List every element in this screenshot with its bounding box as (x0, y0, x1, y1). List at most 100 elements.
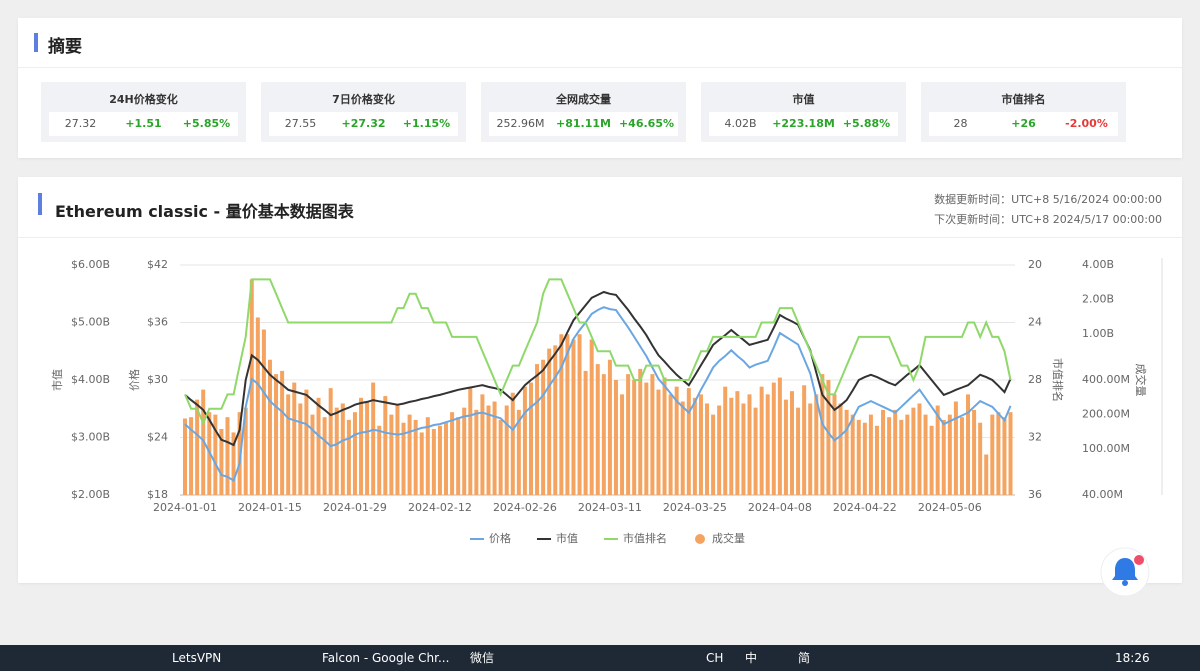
line-1 (184, 290, 1012, 447)
volume-bar (595, 364, 600, 495)
volume-bar (322, 417, 327, 495)
summary-label: 24H价格变化 (109, 93, 178, 106)
summary-values: 252.96M +81.11M +46.65% (489, 112, 678, 136)
volume-bar (371, 382, 376, 495)
summary-box: 7日价格变化 27.55 +27.32 +1.15% (261, 82, 466, 142)
volume-bar (456, 417, 461, 495)
volume-bar (1002, 417, 1007, 495)
summary-value: +27.32 (341, 117, 386, 130)
volume-bar (808, 403, 813, 495)
y-tick-label: $42 (147, 258, 168, 271)
taskbar: LetsVPN Falcon - Google Chr... 微信 CH 中 简 18:26 (0, 645, 1200, 671)
volume-bar (765, 394, 770, 495)
volume-bar (729, 397, 734, 495)
taskbar-app[interactable]: LetsVPN (172, 651, 222, 665)
summary-box: 24H价格变化 27.32 +1.51 +5.85% (41, 82, 246, 142)
x-tick-label: 2024-04-22 (833, 501, 897, 514)
line-0 (184, 306, 1012, 483)
volume-bar (352, 412, 357, 495)
summary-label: 7日价格变化 (332, 93, 395, 106)
volume-bar (450, 412, 455, 495)
summary-title: 摘要 (48, 37, 82, 57)
axis-title: 成交量 (1134, 364, 1148, 397)
volume-bar (844, 409, 849, 495)
volume-bar (541, 359, 546, 495)
summary-value: -2.00% (1065, 117, 1108, 130)
volume-bar (328, 388, 333, 495)
volume-bar (346, 419, 351, 495)
volume-bar (874, 425, 879, 495)
chart: $2.00B $3.00B $4.00B $5.00B $6.00B 市值 $18 $24 $3… (50, 258, 1163, 545)
axis-title: 价格 (127, 369, 141, 391)
volume-bar (887, 417, 892, 495)
volume-bar (298, 403, 303, 495)
notification-bell[interactable] (1095, 542, 1155, 602)
volume-bar (219, 428, 224, 495)
volume-bar (899, 419, 904, 495)
volume-bar (735, 391, 740, 495)
volume-bar (856, 419, 861, 495)
volume-bar (607, 359, 612, 495)
legend-label: 成交量 (712, 531, 745, 545)
volume-bar (183, 418, 187, 495)
volume-bar (195, 399, 200, 495)
divider (18, 67, 1182, 68)
volume-bar (632, 380, 637, 495)
summary-value: +26 (1011, 117, 1036, 130)
volume-bar (650, 374, 655, 495)
taskbar-app[interactable]: 微信 (470, 651, 495, 665)
volume-bar (565, 334, 570, 495)
volume-bar (280, 370, 285, 495)
volume-bar (559, 334, 564, 495)
volume-bar (389, 414, 394, 495)
volume-bar (365, 401, 370, 495)
summary-value: +1.15% (402, 117, 451, 130)
y-tick-label: 4.00B (1082, 258, 1114, 271)
x-tick-label: 2024-01-29 (323, 501, 387, 514)
volume-bar (401, 422, 406, 495)
y-tick-label: $24 (147, 431, 168, 444)
volume-bar (316, 397, 321, 495)
x-tick-label: 2024-03-11 (578, 501, 642, 514)
volume-bar (480, 394, 485, 495)
volume-bar (680, 401, 685, 495)
volume-bar (601, 374, 606, 495)
volume-bar (261, 329, 266, 495)
volume-bar (656, 389, 661, 495)
volume-bar (698, 394, 703, 495)
volume-bar (334, 407, 339, 495)
summary-values: 28 +26 -2.00% (929, 112, 1118, 136)
chart-title: Ethereum classic - 量价基本数据图表 (55, 202, 354, 221)
volume-bar (462, 407, 467, 495)
y-tick-label: 100.00M (1082, 442, 1130, 455)
summary-values: 27.55 +27.32 +1.15% (269, 112, 458, 136)
x-tick-label: 2024-01-01 (153, 501, 217, 514)
volume-bar (486, 405, 491, 495)
volume-bar (996, 412, 1001, 495)
volume-bar (255, 317, 260, 495)
volume-bar (1008, 412, 1013, 495)
volume-bar (553, 345, 558, 495)
volume-bar (498, 419, 503, 495)
x-tick-label: 2024-02-26 (493, 501, 557, 514)
volume-bar (419, 432, 424, 495)
taskbar-app[interactable]: Falcon - Google Chr... (322, 651, 450, 665)
volume-bar (310, 414, 315, 495)
y-tick-label: $3.00B (71, 431, 110, 444)
summary-values: 4.02B +223.18M +5.88% (709, 112, 898, 136)
tray-item: CH (706, 651, 724, 665)
volume-bar (911, 407, 916, 495)
volume-bar (547, 348, 552, 495)
legend-label: 市值排名 (623, 531, 667, 545)
volume-bar (717, 405, 722, 495)
volume-bar (225, 417, 230, 495)
volume-bar (571, 339, 576, 495)
summary-value: +5.88% (842, 117, 891, 130)
y-tick-label: 200.00M (1082, 408, 1130, 421)
volume-bar (662, 377, 667, 495)
volume-bar (237, 412, 242, 495)
volume-bar (893, 409, 898, 495)
summary-value: +81.11M (556, 117, 611, 130)
volume-bar (820, 374, 825, 495)
